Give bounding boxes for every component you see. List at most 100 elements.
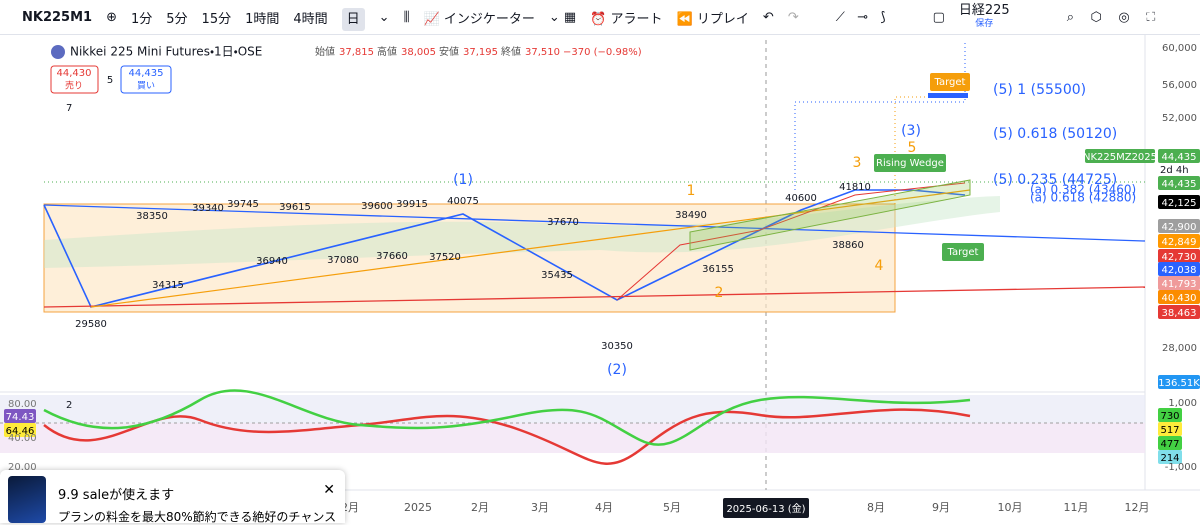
pivot-label: 36940 (256, 256, 288, 267)
interval[interactable]: 日 (341, 7, 365, 31)
promo-body: プランの料金を最大80%節約できる絶好のチャンス (58, 510, 337, 524)
osc-label-bg (4, 423, 36, 437)
osc-tick: 1,000 (1168, 398, 1197, 409)
indicator-count: 2 (66, 400, 72, 411)
price-label: 42,849 (1162, 237, 1197, 248)
price-tick: 52,000 (1162, 113, 1197, 124)
interval-menu[interactable]: ⌄ (378, 9, 390, 25)
close-button[interactable]: ✕ (323, 482, 335, 498)
price-label-bg (1158, 219, 1200, 233)
pivot-label: 38350 (136, 211, 168, 222)
band (0, 423, 1145, 453)
wave-label: 4 (875, 258, 884, 274)
alert-label: アラート (610, 11, 663, 27)
replay-label: リプレイ (696, 11, 749, 27)
price-label: 42,038 (1162, 265, 1197, 276)
layout[interactable]: 日経225 保存 (958, 2, 1010, 30)
symbol-tag-bg (1085, 149, 1155, 163)
wave-label: 5 (908, 140, 917, 156)
interval[interactable]: 4時間 (293, 11, 328, 27)
wave-label: 3 (853, 155, 862, 171)
time-tick: 4月 (595, 501, 613, 514)
price-label-bg (1158, 249, 1200, 263)
add-symbol[interactable]: ⊕ (106, 9, 117, 25)
sell-label: 売り (65, 80, 83, 92)
fib-label: (5) 1 (55500) (993, 82, 1086, 98)
osc-label-bg (1158, 422, 1182, 436)
price-label-bg (1158, 234, 1200, 248)
price-label-bg (1158, 290, 1200, 304)
interval[interactable]: 15分 (201, 11, 232, 27)
symbol[interactable]: NK225M1 (22, 9, 93, 25)
chart-type[interactable]: ⫼ (403, 9, 410, 25)
indicators[interactable]: 📈 インジケーター (423, 11, 535, 27)
pivot-label: 40600 (785, 193, 817, 204)
promo-image (8, 476, 46, 523)
price-label: 42,125 (1162, 198, 1197, 209)
save: 保存 (975, 18, 994, 29)
symbol-logo (51, 45, 65, 59)
promo-popup[interactable]: 9.9 saleが使えます プランの料金を最大80%節約できる絶好のチャンス ✕ (0, 470, 345, 524)
time-tick: 12月 (1125, 501, 1150, 514)
pivot-label: 39340 (192, 203, 224, 214)
annotation-text: Target (934, 77, 966, 88)
osc-label: 64.46 (6, 426, 35, 437)
pivot-label: 36155 (702, 264, 734, 275)
legend-title: Nikkei 225 Mini Futures・1日・OSE (70, 45, 262, 59)
osc-label: 74.43 (6, 412, 35, 423)
cursor-date: 2025-06-13 (金) (726, 502, 805, 515)
wave-label: 1 (687, 183, 696, 199)
time-tick: 5月 (663, 501, 681, 514)
layout-name: 日経225 (958, 2, 1010, 18)
undo[interactable]: ↶ (762, 9, 774, 25)
price-label: 44,435 (1162, 179, 1197, 190)
osc-tick: -1,000 (1165, 462, 1197, 473)
pivot-label: 40075 (447, 196, 479, 207)
price-tick: 56,000 (1162, 80, 1197, 91)
fib-label: (5) 0.235 (44725) (993, 172, 1117, 188)
oscillator (43, 408, 971, 465)
price-label-bg (1158, 262, 1200, 276)
interval[interactable]: 5分 (166, 11, 188, 27)
time-tick: 2月 (471, 501, 489, 514)
sell-price: 44,430 (57, 68, 92, 79)
interval[interactable]: 1分 (130, 11, 153, 27)
price-label-bg (1158, 195, 1200, 209)
oscillator (43, 389, 971, 446)
redo[interactable]: ↷ (787, 9, 799, 25)
osc-label-bg (1158, 436, 1182, 450)
pivot-label: 37670 (547, 217, 579, 228)
templates[interactable]: ⌄ ▦ (548, 9, 577, 25)
buy-label: 買い (137, 81, 155, 92)
symbol-tag: NK225MZ2025 (1083, 152, 1157, 163)
alert[interactable]: ⏰ アラート (590, 11, 663, 27)
price-label-bg (1158, 305, 1200, 319)
wave-label: (3) (901, 123, 921, 139)
price-label: 44,435 (1162, 152, 1197, 163)
spread: 5 (107, 75, 113, 86)
pivot-label: 37660 (376, 251, 408, 262)
osc-label-bg (4, 409, 36, 423)
cursor-date-bg (723, 498, 809, 518)
layout-icon[interactable]: ▢ (932, 9, 945, 25)
ohlc-value: 37,195 (463, 47, 498, 58)
pivot-label: 35435 (541, 270, 573, 281)
indicator-count: 7 (66, 103, 72, 114)
pivot-label: 39745 (227, 199, 259, 210)
pivot-label: 37520 (429, 252, 461, 263)
pivot-label: 29580 (75, 319, 107, 330)
time-tick: 3月 (531, 501, 549, 514)
interval[interactable]: 1時間 (245, 11, 280, 27)
pivot-label: 37080 (327, 255, 359, 266)
pivot-label: 30350 (601, 341, 633, 352)
price-label: 42,900 (1162, 222, 1197, 233)
tools[interactable]: ⌕ ⬡ ◎ ⛶ (1066, 9, 1156, 25)
fib-label: (a) 0.618 (42880) (1030, 191, 1136, 205)
osc-tick: 80.00 (8, 399, 37, 410)
replay[interactable]: ⏪ リプレイ (676, 11, 749, 27)
drawing-tools[interactable]: ⟋ ⊸ ⟆ (835, 9, 886, 25)
annotation-box (942, 243, 984, 261)
osc-label-bg (1158, 450, 1182, 464)
price-tick: 28,000 (1162, 343, 1197, 354)
